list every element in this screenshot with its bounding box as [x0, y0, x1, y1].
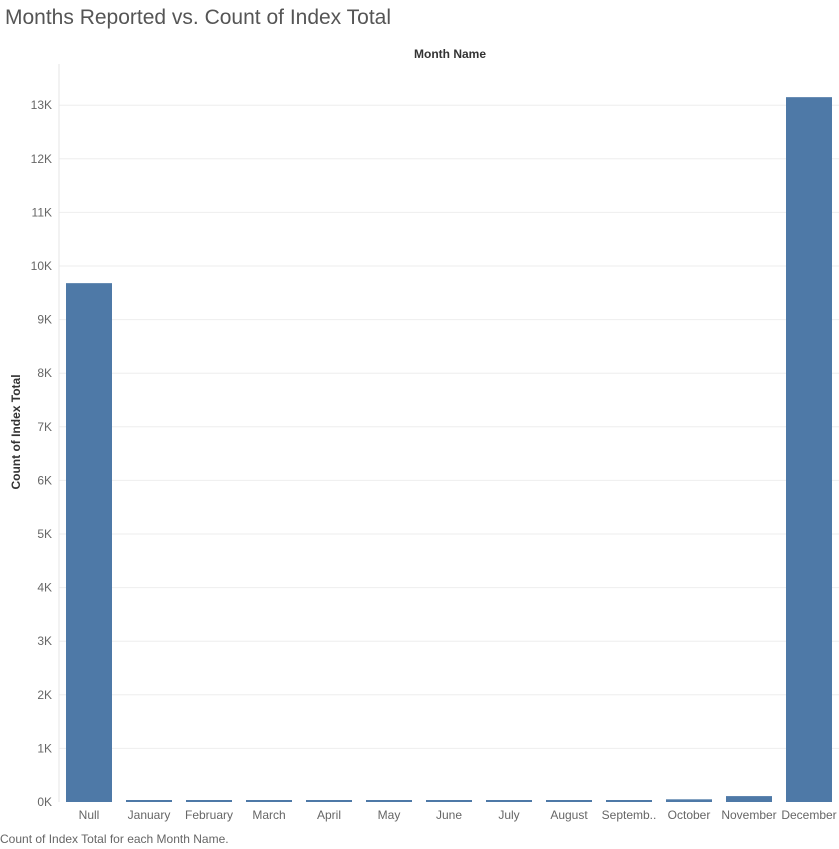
x-tick-label: November: [721, 808, 776, 822]
x-tick-label: August: [550, 808, 588, 822]
bar[interactable]: [246, 800, 292, 802]
chart-caption: Count of Index Total for each Month Name…: [0, 832, 229, 846]
bar[interactable]: [306, 800, 352, 802]
bar[interactable]: [666, 799, 712, 802]
y-tick-label: 0K: [37, 795, 52, 809]
y-axis-title: Count of Index Total: [9, 374, 23, 489]
x-tick-label: June: [436, 808, 462, 822]
y-tick-label: 8K: [37, 366, 52, 380]
y-tick-label: 10K: [31, 259, 52, 273]
y-tick-label: 12K: [31, 152, 52, 166]
bar[interactable]: [606, 800, 652, 802]
y-tick-label: 7K: [37, 420, 52, 434]
y-tick-label: 4K: [37, 581, 52, 595]
y-tick-label: 13K: [31, 98, 52, 112]
x-tick-label: May: [378, 808, 401, 822]
bars: [66, 97, 832, 803]
x-tick-label: Septemb..: [602, 808, 657, 822]
y-tick-label: 6K: [37, 473, 52, 487]
bar[interactable]: [726, 796, 772, 802]
bar[interactable]: [426, 800, 472, 802]
bar[interactable]: [66, 283, 112, 803]
bar[interactable]: [126, 800, 172, 802]
bar[interactable]: [546, 800, 592, 802]
y-tick-label: 3K: [37, 634, 52, 648]
x-tick-label: December: [781, 808, 836, 822]
y-axis-ticks: 0K 1K 2K 3K 4K 5K 6K 7K 8K 9K 10K 11K 12K 13K: [31, 98, 52, 809]
x-axis-ticks: Null January February March April May June July…: [79, 808, 837, 822]
y-tick-label: 5K: [37, 527, 52, 541]
bar[interactable]: [366, 800, 412, 802]
gridlines: [59, 104, 839, 749]
bar[interactable]: [186, 800, 232, 802]
x-tick-label: October: [668, 808, 711, 822]
x-tick-label: July: [498, 808, 519, 822]
x-tick-label: January: [128, 808, 171, 822]
bar[interactable]: [786, 97, 832, 802]
bar-chart: 0K 1K 2K 3K 4K 5K 6K 7K 8K 9K 10K 11K 12K 13K Null Jan…: [9, 47, 839, 822]
y-tick-label: 9K: [37, 313, 52, 327]
page-title: Months Reported vs. Count of Index Total: [5, 6, 391, 29]
x-tick-label: March: [252, 808, 285, 822]
y-tick-label: 1K: [37, 741, 52, 755]
y-tick-label: 11K: [32, 205, 52, 219]
x-tick-label: Null: [79, 808, 100, 822]
x-axis-title: Month Name: [414, 47, 486, 61]
x-tick-label: February: [185, 808, 233, 822]
y-tick-label: 2K: [37, 688, 52, 702]
x-tick-label: April: [317, 808, 341, 822]
bar[interactable]: [486, 800, 532, 802]
